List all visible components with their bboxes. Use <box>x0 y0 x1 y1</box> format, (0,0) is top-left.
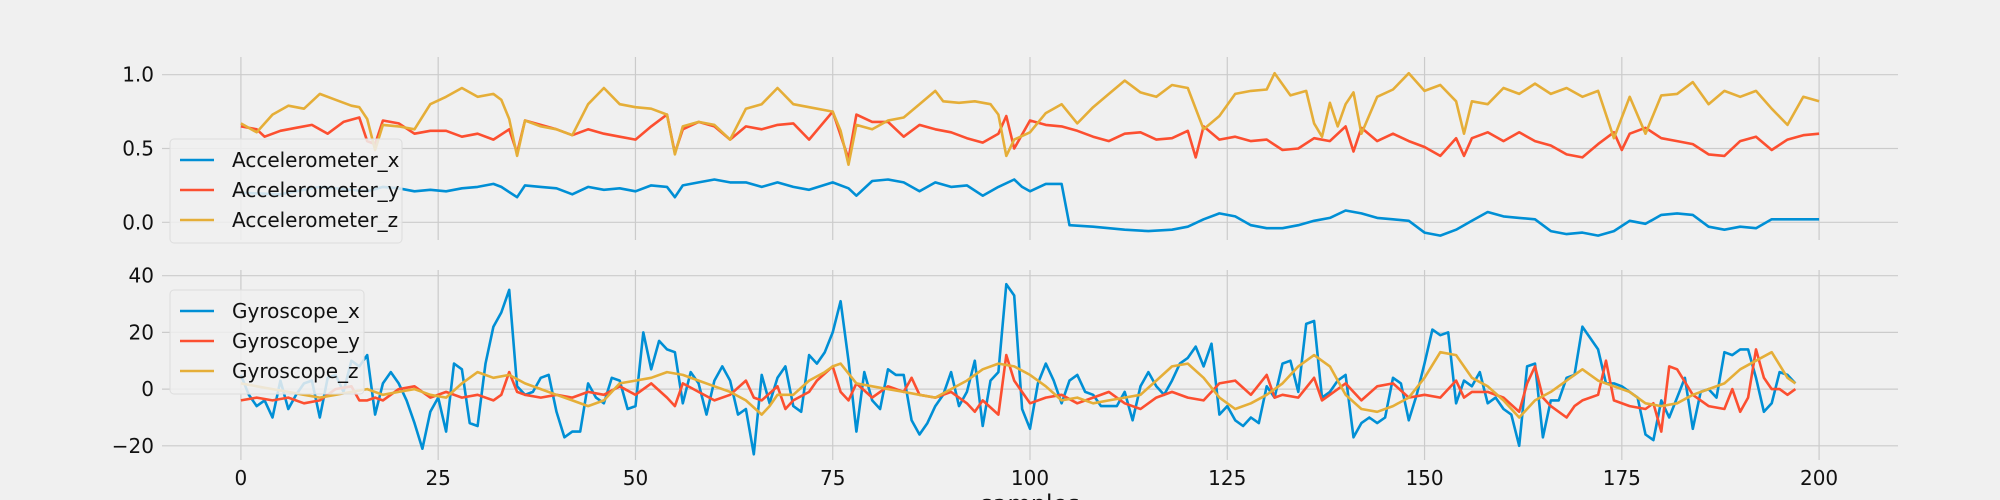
x-tick-label: 200 <box>1800 466 1838 490</box>
x-tick-label: 25 <box>425 466 450 490</box>
legend: Gyroscope_x Gyroscope_y Gyroscope_z <box>169 289 365 395</box>
x-tick-label: 0 <box>235 466 248 490</box>
y-tick-label: 1.0 <box>122 63 154 87</box>
legend-box <box>169 289 365 395</box>
series-line-accelerometer-x <box>240 178 1820 237</box>
y-tick-label: −20 <box>112 434 154 458</box>
x-tick-label: 175 <box>1603 466 1641 490</box>
series-line-accelerometer-z <box>240 71 1820 166</box>
legend-label: Gyroscope_x <box>232 299 360 323</box>
legend: Accelerometer_x Accelerometer_y Accelerome… <box>169 138 403 244</box>
legend-label: Gyroscope_z <box>232 359 359 383</box>
legend-label: Accelerometer_z <box>232 208 398 232</box>
panel-1: 0.00.51.0Accelerometer_xAccelerometer_yA… <box>122 57 1898 244</box>
x-tick-label: 100 <box>1011 466 1049 490</box>
y-tick-label: 0.0 <box>122 210 154 234</box>
series-line-accelerometer-y <box>240 110 1820 161</box>
x-tick-label: 150 <box>1405 466 1443 490</box>
legend-box <box>169 138 403 244</box>
y-tick-label: 20 <box>129 320 154 344</box>
x-tick-label: 125 <box>1208 466 1246 490</box>
y-tick-label: 0 <box>141 377 154 401</box>
legend-label: Accelerometer_y <box>232 178 400 202</box>
series-line-gyroscope-z <box>240 350 1797 419</box>
panel-2: 0 25 50 75 100 125 150 175 200 −20 0 20 40 Gyroscope_… <box>112 264 1898 500</box>
y-tick-label: 40 <box>129 264 154 288</box>
x-tick-label: 75 <box>820 466 845 490</box>
series-line-gyroscope-y <box>240 348 1797 433</box>
legend-label: Gyroscope_y <box>232 329 360 353</box>
x-tick-label: 50 <box>623 466 648 490</box>
x-axis-title: samples <box>980 490 1080 500</box>
y-tick-label: 0.5 <box>122 137 154 161</box>
legend-label: Accelerometer_x <box>232 148 400 172</box>
